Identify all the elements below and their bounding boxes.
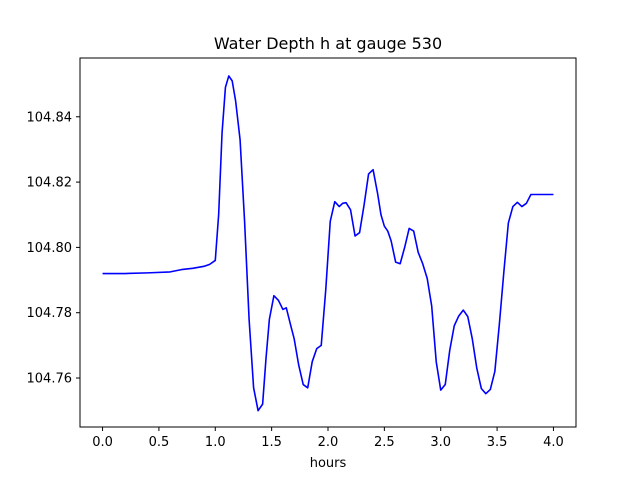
x-tick-label: 2.5: [374, 435, 395, 450]
y-tick-label: 104.80: [27, 241, 73, 256]
y-tick-label: 104.76: [27, 372, 73, 387]
series-line-0: [102, 75, 554, 412]
x-tick-label: 1.5: [261, 435, 282, 450]
x-axis-label: hours: [310, 456, 347, 471]
plot-area: [79, 57, 577, 428]
y-tick-label: 104.82: [27, 176, 73, 191]
x-tick-label: 1.0: [205, 435, 226, 450]
x-tick-label: 4.0: [543, 435, 564, 450]
chart-title: Water Depth h at gauge 530: [214, 34, 442, 53]
x-axis-ticks: 0.0 0.5 1.0 1.5 2.0 2.5 3.0 3.5 4.0: [92, 427, 564, 450]
x-tick-label: 2.0: [318, 435, 339, 450]
x-tick-label: 0.5: [149, 435, 170, 450]
y-axis-ticks: 104.76 104.78 104.80 104.82 104.84: [27, 110, 80, 387]
x-tick-label: 3.0: [430, 435, 451, 450]
y-tick-label: 104.78: [27, 306, 73, 321]
series-layer: [102, 75, 554, 412]
x-tick-label: 3.5: [487, 435, 508, 450]
y-tick-label: 104.84: [27, 110, 73, 125]
x-tick-label: 0.0: [92, 435, 113, 450]
